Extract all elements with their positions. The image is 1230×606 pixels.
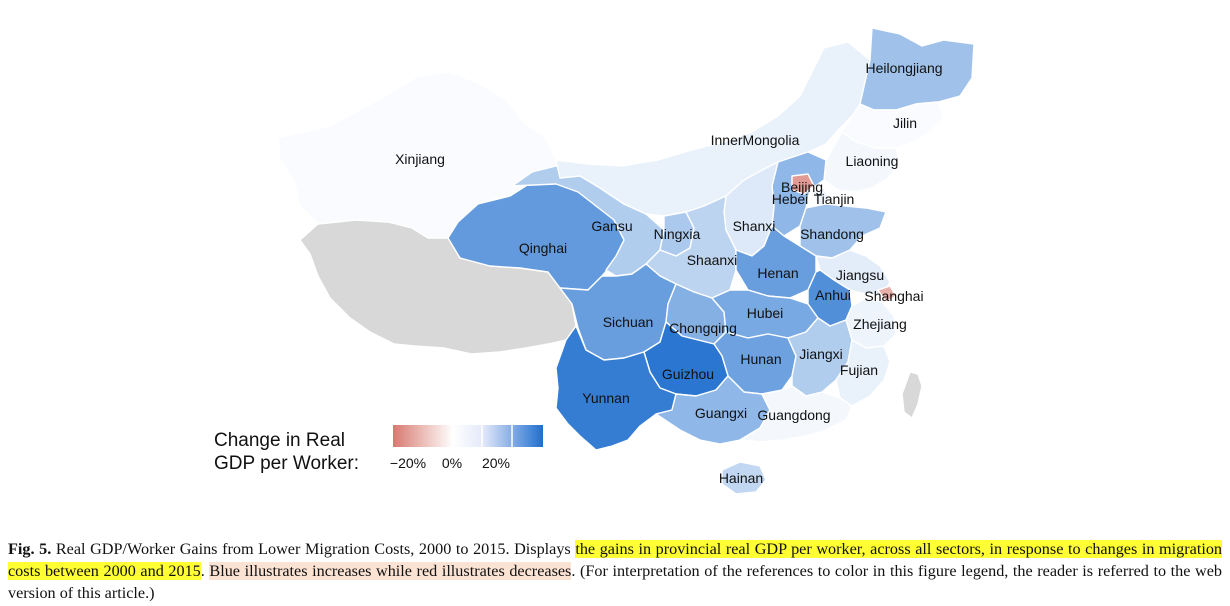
label-gansu: Gansu (591, 218, 632, 234)
label-heilongjiang: Heilongjiang (865, 60, 942, 76)
province-beijing (791, 173, 815, 195)
province-taiwan (901, 371, 923, 419)
label-anhui: Anhui (815, 287, 851, 303)
legend-tick-0: 0% (442, 455, 462, 471)
label-liaoning: Liaoning (846, 153, 899, 169)
label-jilin: Jilin (893, 115, 917, 131)
label-henan: Henan (757, 265, 798, 281)
label-hubei: Hubei (747, 305, 784, 321)
label-shaanxi: Shaanxi (687, 252, 738, 268)
label-shanghai: Shanghai (864, 288, 923, 304)
province-hainan (721, 461, 767, 495)
label-qinghai: Qinghai (519, 240, 567, 256)
label-ningxia: Ningxia (654, 226, 701, 242)
label-innermongolia: InnerMongolia (711, 132, 800, 148)
label-guizhou: Guizhou (662, 366, 714, 382)
legend-color-bar (393, 425, 543, 447)
legend-tick-minus20: −20% (390, 455, 426, 471)
province-shanghai (877, 285, 897, 303)
caption-highlight-peach: Blue illustrates increases while red ill… (209, 562, 572, 580)
caption-text: Real GDP/Worker Gains from Lower Migrati… (51, 540, 576, 558)
label-shandong: Shandong (800, 226, 864, 242)
label-yunnan: Yunnan (582, 390, 630, 406)
label-sichuan: Sichuan (603, 314, 654, 330)
province-tibet (299, 219, 577, 355)
color-legend: Change in Real GDP per Worker: −20% 0% 2… (214, 425, 543, 474)
label-guangdong: Guangdong (757, 407, 830, 423)
figure-caption: Fig. 5. Real GDP/Worker Gains from Lower… (8, 538, 1223, 604)
legend-title-line1: Change in Real (214, 430, 345, 451)
label-chongqing: Chongqing (669, 320, 737, 336)
label-fujian: Fujian (840, 362, 878, 378)
label-jiangsu: Jiangsu (836, 267, 884, 283)
label-shanxi: Shanxi (733, 218, 776, 234)
label-xinjiang: Xinjiang (395, 151, 445, 167)
label-beijing: Beijing (781, 179, 823, 195)
label-zhejiang: Zhejiang (853, 316, 907, 332)
legend-title-line2: GDP per Worker: (214, 453, 359, 474)
label-hainan: Hainan (719, 470, 763, 486)
province-guangdong (739, 385, 853, 443)
label-hunan: Hunan (740, 351, 781, 367)
label-tianjin: Tianjin (814, 191, 855, 207)
label-guangxi: Guangxi (695, 405, 747, 421)
province-tianjin (811, 187, 831, 207)
legend-tick-20: 20% (482, 455, 510, 471)
label-jiangxi: Jiangxi (799, 346, 843, 362)
figure-label: Fig. 5. (8, 540, 52, 558)
china-choropleth-map: Xinjiang Qinghai Gansu InnerMongolia Hei… (214, 27, 975, 495)
caption-text: . (For interpretation of the references … (8, 562, 1222, 602)
caption-text: . (200, 562, 210, 580)
province-labels: Xinjiang Qinghai Gansu InnerMongolia Hei… (395, 60, 942, 486)
label-hebei: Hebei (772, 191, 809, 207)
